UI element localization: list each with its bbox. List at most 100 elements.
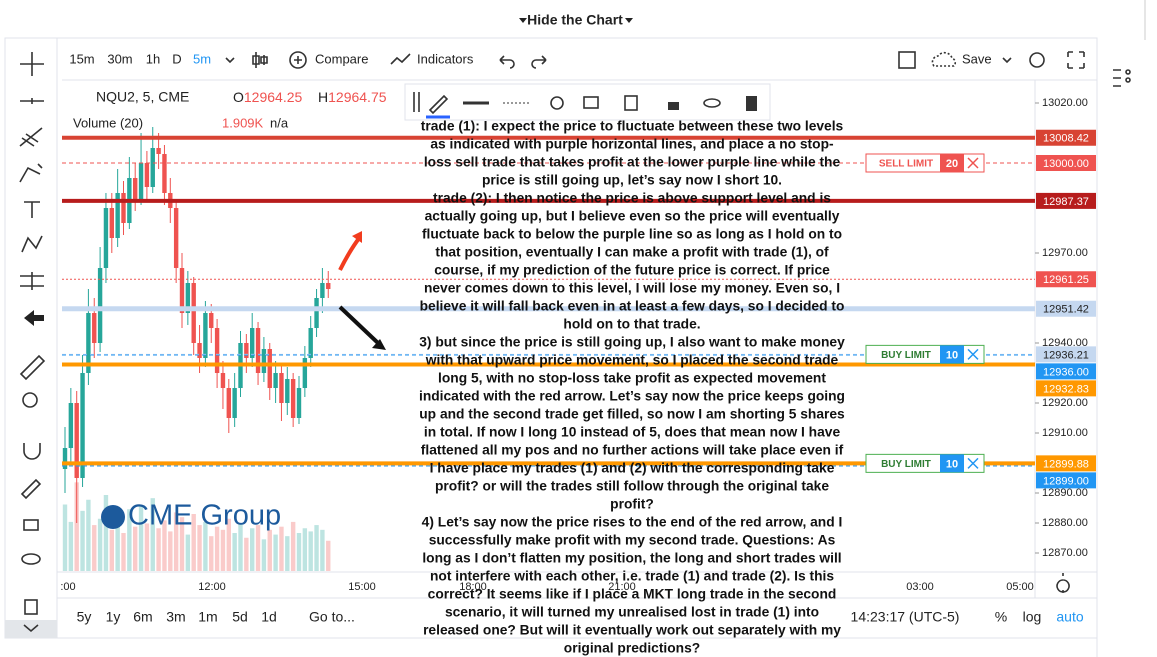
magnet-tool[interactable] [23,443,41,460]
expand[interactable] [1067,51,1085,69]
volume-bar [220,529,226,571]
range-button[interactable]: 1d [261,609,277,625]
save-menu[interactable] [1002,57,1012,64]
x-tick-label: 15:00 [348,581,376,593]
order-qty: 20 [946,158,958,170]
drag-handle[interactable] [413,92,420,112]
axis-settings[interactable] [1056,573,1070,593]
candle-body [326,283,331,289]
settings[interactable] [550,96,564,110]
interval-button[interactable]: 15m [69,51,94,66]
indicators-button[interactable]: Indicators [417,51,474,66]
range-button[interactable]: 5d [232,609,248,625]
volume-bar [173,512,179,571]
order-qty-box [940,345,964,364]
fib-tool[interactable] [19,127,43,147]
logo: CME Group [128,500,281,532]
hide[interactable] [703,98,721,108]
candle-body [144,163,150,187]
order-cancel[interactable] [967,157,979,169]
price-tag [1036,271,1096,288]
volume-bar [133,526,138,571]
candle-body [308,328,313,358]
range-button[interactable]: 3m [166,609,185,625]
note-line: 4) Let’s say now the price rises to the … [422,515,843,530]
redo[interactable] [531,55,547,69]
candle-body [197,343,202,358]
indicators-icon [390,53,411,65]
range-button[interactable]: 1y [106,609,121,625]
template[interactable] [583,96,599,109]
candle-body [185,283,191,313]
interval-button[interactable]: D [172,51,181,66]
auto-button[interactable]: auto [1056,609,1083,625]
volume-bar [290,521,296,571]
brush-tool[interactable] [19,163,43,183]
settings[interactable] [1029,52,1045,68]
volume-ma: n/a [270,115,289,130]
chart-type[interactable] [252,52,268,68]
lock-tool[interactable] [23,519,39,531]
fullscreen-box[interactable] [898,51,916,69]
back-tool[interactable] [24,310,44,326]
range-button[interactable]: 6m [133,609,152,625]
prediction-tool[interactable] [20,272,44,290]
interval-button[interactable]: 30m [107,51,132,66]
visibility-tool[interactable] [21,553,41,565]
note-line: scenario, it will turned my unrealised l… [445,605,819,620]
range-button[interactable]: 1m [198,609,217,625]
note-line: I have place my trades (1) and (2) with … [430,461,835,476]
volume-bar [238,523,243,571]
x-tick-label: 05:00 [1006,581,1034,593]
zoom-tool[interactable] [22,392,38,408]
candle-body [285,379,290,403]
volume-bar [296,533,302,571]
y-tick-label: 12970.00 [1042,247,1088,259]
undo[interactable] [499,55,515,69]
percent-button[interactable]: % [995,609,1007,625]
price-tag-label: 12899.88 [1043,458,1089,470]
candle-body [68,403,74,448]
compare-button[interactable]: Compare [315,51,368,66]
line-tool[interactable] [20,98,44,104]
interval-button[interactable]: 5m [193,51,211,66]
x-tick-label: 21:00 [608,581,636,593]
trash-tool[interactable] [24,599,38,615]
hide-chart-button[interactable]: Hide the Chart [527,12,623,28]
candle-body [162,154,167,193]
delete[interactable] [746,96,757,111]
save-button[interactable]: Save [962,51,992,66]
right-menu[interactable] [1113,69,1121,87]
order-cancel[interactable] [967,348,979,360]
log-button[interactable]: log [1023,609,1042,625]
right-dot [1125,77,1131,83]
lock[interactable] [668,102,679,110]
order-cancel[interactable] [967,457,979,469]
stay-draw-tool[interactable] [20,478,42,500]
order-qty: 10 [946,349,958,361]
clone[interactable] [624,95,638,111]
volume-bar [103,495,109,571]
text-tool[interactable] [24,201,40,218]
crosshair-tool[interactable] [20,52,44,76]
candle-body [115,193,120,238]
volume-bar [273,534,278,571]
symbol: NQU2, 5, CME [96,89,189,105]
note-line: fluctuate back to below the purple line … [422,227,842,242]
red-arrow-head [352,231,362,243]
note-line: 3) but since the price is still going up… [419,335,845,350]
candle-body [296,388,302,418]
note-line: never comes down to this level, I will l… [424,281,840,296]
note: trade (1): I expect the price to fluctua… [419,119,845,656]
ruler-tool[interactable] [19,354,46,381]
interval-button[interactable]: 1h [146,51,160,66]
range-button[interactable]: 5y [77,609,92,625]
candle-body [279,373,284,403]
goto-button[interactable]: Go to... [309,609,355,625]
pen[interactable] [428,94,449,115]
pattern-tool[interactable] [21,235,43,253]
interval-menu[interactable] [225,57,235,64]
collapse-button[interactable] [5,620,57,638]
